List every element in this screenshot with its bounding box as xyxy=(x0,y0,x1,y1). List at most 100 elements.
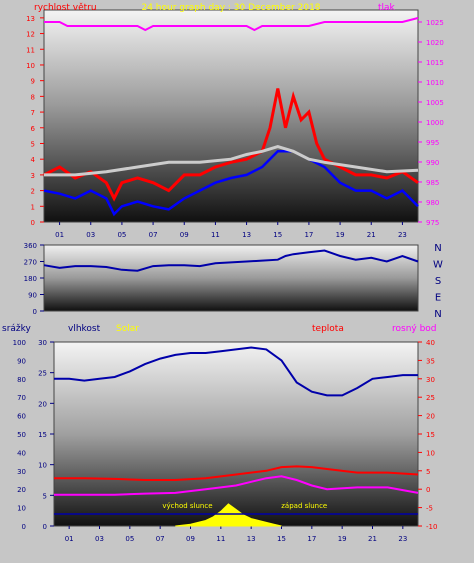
left-tick-label: 2 xyxy=(31,188,35,196)
direction-tick-label: 360 xyxy=(24,242,37,250)
temp-tick-label: 35 xyxy=(426,357,435,365)
series-temperature xyxy=(54,465,419,481)
x-tick-label: 01 xyxy=(55,231,64,239)
dewpoint-label: rosný bod xyxy=(392,324,437,334)
direction-tick-label: 90 xyxy=(28,292,37,300)
left-tick-label: 6 xyxy=(31,125,36,133)
series-temp_line xyxy=(44,145,419,177)
rain-tick-label: 40 xyxy=(17,449,26,457)
humidity-tick-label: 15 xyxy=(38,431,47,439)
rain-tick-label: 50 xyxy=(17,431,26,439)
temp-tick-label: 20 xyxy=(426,413,435,421)
humidity-tick-label: 10 xyxy=(38,462,47,470)
x-tick-label: 11 xyxy=(211,231,220,239)
temp-tick-label: 40 xyxy=(426,339,435,347)
left-tick-label: 8 xyxy=(31,93,35,101)
humidity-tick-label: 30 xyxy=(38,339,47,347)
direction-tick-label: 270 xyxy=(24,259,37,267)
sunrise-annotation: východ slunce xyxy=(162,502,212,510)
rain-label: srážky xyxy=(2,324,32,334)
x-tick-label: 01 xyxy=(65,535,74,543)
wind-axis-label: rychlost větru xyxy=(34,3,97,13)
compass-label: E xyxy=(435,293,441,304)
x-tick-label: 07 xyxy=(149,231,158,239)
rain-tick-label: 0 xyxy=(22,523,26,531)
x-tick-label: 17 xyxy=(304,231,313,239)
humidity-label: vlhkost xyxy=(68,324,101,334)
series-direction xyxy=(43,249,419,272)
series-solar xyxy=(175,503,282,527)
right-tick-label: 1025 xyxy=(426,19,444,27)
right-tick-label: 1010 xyxy=(426,79,444,87)
left-tick-label: 0 xyxy=(31,219,35,227)
right-tick-label: 1015 xyxy=(426,59,444,67)
temp-tick-label: 0 xyxy=(426,486,430,494)
temp-tick-label: 5 xyxy=(426,468,430,476)
left-tick-label: 12 xyxy=(26,31,35,39)
series-dewpoint xyxy=(54,475,419,496)
x-tick-label: 07 xyxy=(156,535,165,543)
series-pressure xyxy=(44,17,419,32)
x-tick-label: 09 xyxy=(186,535,195,543)
x-tick-label: 13 xyxy=(247,535,256,543)
rain-tick-label: 80 xyxy=(17,376,26,384)
x-tick-label: 05 xyxy=(125,535,134,543)
x-tick-label: 05 xyxy=(117,231,126,239)
x-tick-label: 15 xyxy=(277,535,286,543)
humidity-tick-label: 5 xyxy=(43,492,47,500)
x-tick-label: 21 xyxy=(368,535,377,543)
plot-area-direction xyxy=(43,244,419,312)
compass-label: W xyxy=(433,260,443,271)
x-tick-label: 03 xyxy=(95,535,104,543)
series-wind_gust xyxy=(43,150,419,217)
series-humidity xyxy=(54,346,418,397)
humidity-tick-label: 20 xyxy=(38,400,47,408)
plot-area-wind xyxy=(43,9,419,223)
right-tick-label: 1020 xyxy=(426,39,444,47)
compass-label: S xyxy=(435,276,441,287)
rain-tick-label: 90 xyxy=(17,357,26,365)
left-tick-label: 11 xyxy=(26,46,35,54)
rain-tick-label: 70 xyxy=(17,394,26,402)
x-tick-label: 15 xyxy=(273,231,282,239)
right-tick-label: 990 xyxy=(426,159,439,167)
plot-area-temperature xyxy=(53,341,419,527)
left-tick-label: 5 xyxy=(31,140,35,148)
left-tick-label: 13 xyxy=(26,15,35,23)
temp-tick-label: -10 xyxy=(426,523,437,531)
sunset-annotation: západ slunce xyxy=(281,502,327,510)
right-tick-label: 975 xyxy=(426,219,439,227)
x-tick-label: 23 xyxy=(398,231,407,239)
temp-tick-label: -5 xyxy=(426,505,433,513)
x-tick-label: 03 xyxy=(86,231,95,239)
x-tick-label: 21 xyxy=(367,231,376,239)
left-tick-label: 9 xyxy=(31,78,35,86)
x-tick-label: 19 xyxy=(336,231,345,239)
temp-tick-label: 30 xyxy=(426,376,435,384)
solar-label: Solar xyxy=(116,324,139,334)
left-tick-label: 1 xyxy=(31,203,35,211)
temp-tick-label: 10 xyxy=(426,449,435,457)
series-wind_avg xyxy=(43,88,419,202)
temp-tick-label: 15 xyxy=(426,431,435,439)
left-tick-label: 10 xyxy=(26,62,35,70)
right-tick-label: 1005 xyxy=(426,99,444,107)
x-tick-label: 09 xyxy=(180,231,189,239)
temperature-label: teplota xyxy=(312,324,344,334)
left-tick-label: 4 xyxy=(31,156,36,164)
humidity-tick-label: 25 xyxy=(38,370,47,378)
x-tick-label: 17 xyxy=(307,535,316,543)
humidity-tick-label: 0 xyxy=(43,523,47,531)
right-tick-label: 985 xyxy=(426,179,439,187)
rain-tick-label: 30 xyxy=(17,468,26,476)
right-tick-label: 995 xyxy=(426,139,439,147)
x-tick-label: 13 xyxy=(242,231,251,239)
x-tick-label: 19 xyxy=(338,535,347,543)
compass-label: N xyxy=(434,243,441,254)
temp-tick-label: 25 xyxy=(426,394,435,402)
left-tick-label: 3 xyxy=(31,172,35,180)
rain-tick-label: 60 xyxy=(17,413,26,421)
compass-label: N xyxy=(434,309,441,320)
